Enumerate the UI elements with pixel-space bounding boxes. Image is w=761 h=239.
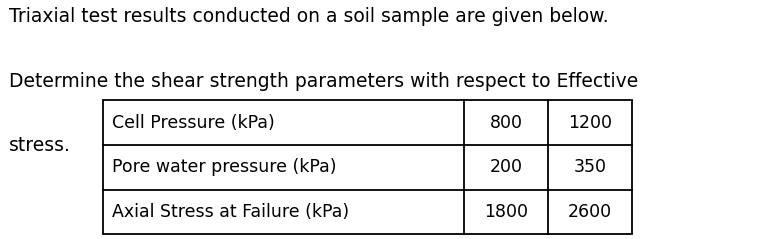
Text: 200: 200 [489,158,523,176]
Text: Axial Stress at Failure (kPa): Axial Stress at Failure (kPa) [112,203,349,221]
Text: 2600: 2600 [568,203,612,221]
Text: stress.: stress. [9,136,71,155]
Text: 1200: 1200 [568,114,612,132]
Text: Pore water pressure (kPa): Pore water pressure (kPa) [112,158,336,176]
Text: 800: 800 [489,114,523,132]
Text: 350: 350 [573,158,607,176]
Text: Determine the shear strength parameters with respect to Effective: Determine the shear strength parameters … [9,72,638,91]
Text: 1800: 1800 [484,203,528,221]
Text: Cell Pressure (kPa): Cell Pressure (kPa) [112,114,275,132]
Text: Triaxial test results conducted on a soil sample are given below.: Triaxial test results conducted on a soi… [9,7,609,26]
